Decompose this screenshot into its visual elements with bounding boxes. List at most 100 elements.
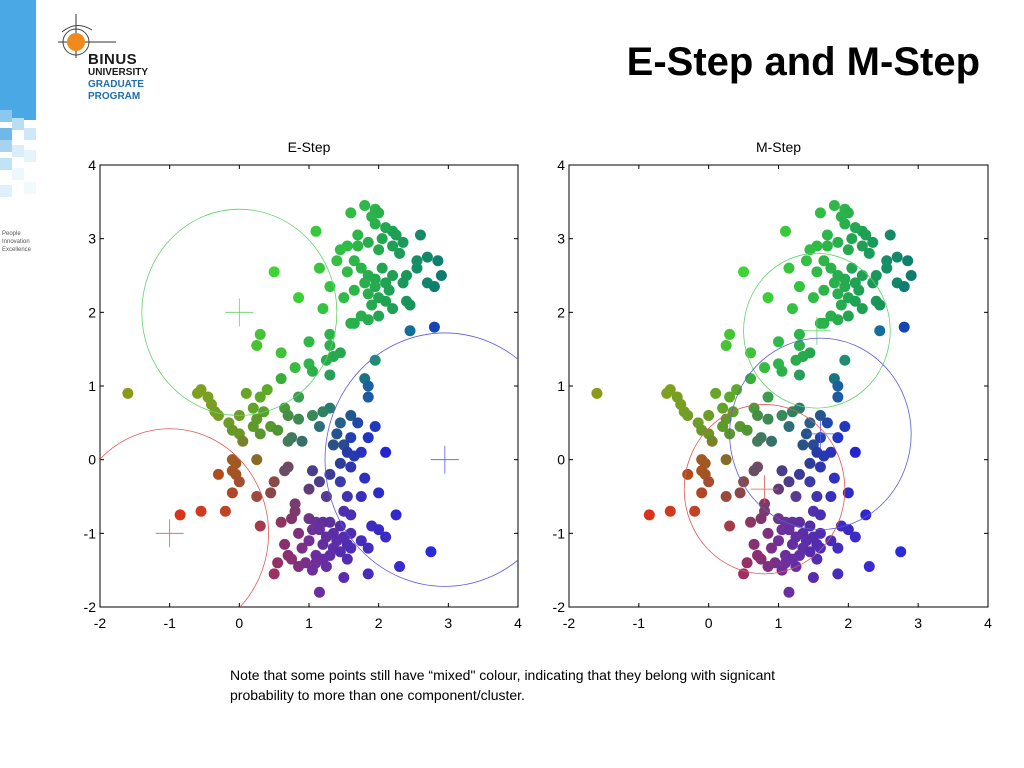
data-point — [404, 299, 416, 311]
data-point — [317, 303, 329, 315]
data-point — [352, 240, 364, 252]
data-point — [334, 417, 346, 429]
data-point — [832, 391, 844, 403]
data-point — [293, 527, 305, 539]
y-tick-label: -1 — [84, 525, 97, 541]
data-point — [804, 476, 816, 488]
data-point — [373, 487, 385, 499]
data-point — [390, 509, 402, 521]
data-point — [738, 266, 750, 278]
data-point — [786, 538, 798, 550]
data-point — [327, 439, 339, 451]
y-tick-label: -2 — [553, 599, 566, 615]
data-point — [254, 428, 266, 440]
x-tick-label: 2 — [375, 615, 383, 631]
data-point — [275, 373, 287, 385]
data-point — [898, 281, 910, 293]
data-point — [828, 200, 840, 212]
x-tick-label: 4 — [514, 615, 522, 631]
data-point — [362, 288, 374, 300]
data-point — [324, 468, 336, 480]
data-point — [804, 546, 816, 558]
data-point — [863, 247, 875, 259]
data-point — [352, 229, 364, 241]
data-point — [359, 277, 371, 289]
data-point — [352, 417, 364, 429]
data-point — [380, 295, 392, 307]
data-point — [717, 421, 729, 433]
data-point — [762, 560, 774, 572]
data-point — [881, 262, 893, 274]
data-point — [591, 387, 603, 399]
data-point — [710, 387, 722, 399]
data-point — [825, 491, 837, 502]
data-point — [317, 406, 329, 418]
data-point — [320, 354, 332, 366]
data-point — [832, 288, 844, 300]
data-point — [828, 472, 840, 484]
x-tick-label: 3 — [444, 615, 452, 631]
data-point — [247, 402, 259, 414]
data-point — [387, 240, 399, 252]
data-point — [380, 531, 392, 543]
data-point — [324, 328, 336, 340]
data-point — [341, 266, 353, 278]
x-tick-label: 3 — [914, 615, 922, 631]
data-point — [804, 244, 816, 256]
data-point — [303, 336, 315, 348]
data-point — [832, 432, 844, 444]
data-point — [766, 542, 778, 554]
data-point — [380, 446, 392, 458]
data-point — [345, 509, 357, 521]
data-point — [254, 520, 266, 532]
data-point — [345, 409, 357, 421]
data-point — [783, 421, 795, 433]
data-point — [821, 240, 833, 252]
data-point — [724, 328, 736, 340]
data-point — [832, 236, 844, 248]
x-tick-label: 0 — [235, 615, 243, 631]
logo-university: UNIVERSITY — [88, 67, 149, 78]
data-point — [345, 542, 357, 554]
data-point — [355, 491, 367, 502]
data-point — [268, 266, 280, 278]
data-point — [251, 454, 263, 466]
data-point — [752, 409, 764, 421]
data-point — [682, 409, 694, 421]
data-point — [324, 339, 336, 351]
data-point — [233, 476, 245, 488]
data-point — [428, 281, 440, 293]
data-point — [783, 476, 795, 488]
data-point — [874, 325, 886, 337]
tagline-line: People — [2, 231, 21, 237]
data-point — [849, 531, 861, 543]
logo-text: BINUS UNIVERSITY GRADUATE PROGRAM — [88, 52, 148, 103]
chart-title: E-Step — [288, 139, 331, 155]
x-tick-label: 2 — [844, 615, 852, 631]
data-point — [807, 572, 819, 584]
data-point — [811, 266, 823, 278]
data-point — [324, 516, 336, 528]
data-point — [265, 487, 277, 499]
data-point — [776, 465, 788, 477]
side-decoration-strip — [0, 0, 36, 197]
data-point — [856, 303, 868, 315]
logo-binus: BINUS — [88, 51, 138, 68]
x-tick-label: 0 — [705, 615, 713, 631]
y-tick-label: 3 — [88, 231, 96, 247]
data-point — [289, 362, 301, 374]
data-point — [362, 568, 374, 580]
data-point — [797, 439, 809, 451]
data-point — [237, 435, 249, 447]
data-point — [275, 516, 287, 528]
data-point — [345, 432, 357, 444]
data-point — [703, 476, 715, 488]
data-point — [275, 347, 287, 359]
data-point — [821, 417, 833, 429]
data-point — [286, 553, 298, 565]
x-tick-label: 1 — [775, 615, 783, 631]
chart-title: M-Step — [756, 139, 801, 155]
data-point — [874, 299, 886, 311]
data-point — [766, 435, 778, 447]
data-point — [759, 362, 771, 374]
